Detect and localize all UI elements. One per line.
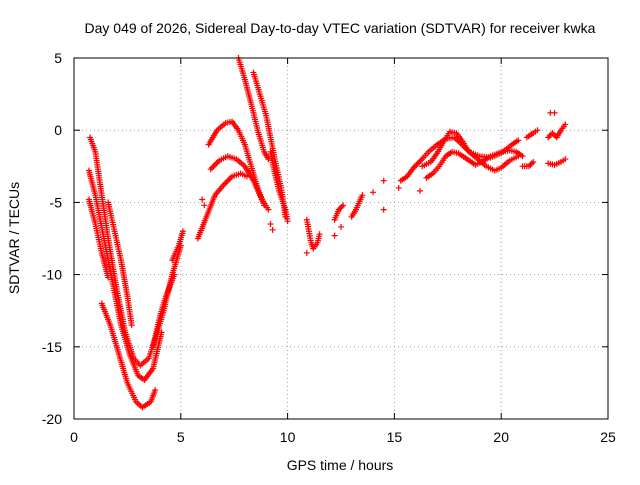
x-axis-label: GPS time / hours [287,457,394,473]
data-point [370,189,377,196]
data-point [380,177,387,184]
x-tick-label: 15 [387,429,403,445]
data-point [201,202,208,209]
data-point [269,226,276,233]
y-axis-label: SDTVAR / TECUs [6,182,22,294]
y-tick-label: 5 [54,50,62,66]
grid-lines [74,58,608,419]
data-point [551,109,558,116]
data-point [515,137,522,144]
y-tick-label: -15 [42,339,62,355]
y-tick-label: -5 [50,194,63,210]
data-point [303,249,310,256]
data-point [562,121,569,128]
x-tick-label: 20 [493,429,509,445]
chart-title: Day 049 of 2026, Sidereal Day-to-day VTE… [85,20,596,36]
data-point [158,329,165,336]
y-tick-label: -10 [42,267,62,283]
y-tick-label: 0 [54,122,62,138]
data-point [359,192,366,199]
axis-ticks [73,57,609,420]
data-point [267,221,274,228]
data-point [284,218,291,225]
data-point [171,271,178,278]
data-point [331,232,338,239]
data-point [395,184,402,191]
data-point [152,387,159,394]
data-point [199,196,206,203]
data-points [85,55,569,411]
data-point [265,206,272,213]
tick-labels: 0 5 10 15 20 25 5 0 -5 -10 -15 -20 [42,50,616,445]
data-point [338,223,344,230]
data-point [179,228,186,235]
x-tick-label: 0 [70,429,78,445]
data-point [562,156,569,163]
y-tick-label: -20 [42,411,62,427]
x-tick-label: 10 [280,429,296,445]
plot-frame [73,57,609,420]
data-point [380,206,387,213]
data-point [519,153,526,160]
x-tick-label: 25 [600,429,616,445]
data-point [316,231,323,238]
data-point [417,187,424,194]
data-point [105,274,112,281]
data-point [534,127,541,134]
data-point [128,322,135,329]
x-tick-label: 5 [177,429,185,445]
data-point [530,158,537,165]
data-point [265,156,272,163]
data-point [340,202,347,209]
